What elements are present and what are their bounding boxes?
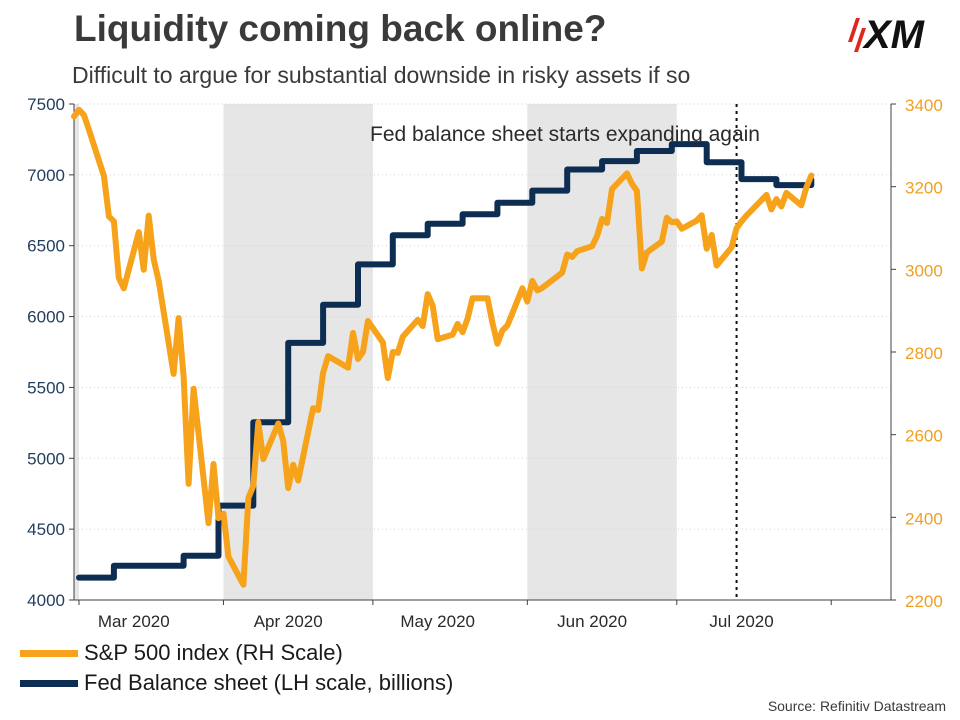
x-tick-label: Jun 2020 — [557, 612, 627, 631]
left-tick-label: 4000 — [27, 591, 65, 610]
shaded-band — [527, 104, 677, 600]
legend-swatch-fed — [20, 679, 78, 687]
left-tick-label: 6000 — [27, 308, 65, 327]
x-tick-label: Mar 2020 — [98, 612, 170, 631]
right-tick-label: 2600 — [905, 427, 943, 446]
legend-swatch-sp500 — [20, 649, 78, 657]
x-tick-label: Jul 2020 — [709, 612, 773, 631]
right-tick-label: 2800 — [905, 344, 943, 363]
logo-red-stripe-2 — [854, 28, 866, 52]
left-tick-label: 5500 — [27, 378, 65, 397]
legend-label-fed: Fed Balance sheet (LH scale, billions) — [84, 670, 454, 695]
right-tick-label: 3200 — [905, 179, 943, 198]
left-tick-label: 6500 — [27, 237, 65, 256]
legend-item-fed: Fed Balance sheet (LH scale, billions) — [20, 668, 453, 698]
chart-subtitle: Difficult to argue for substantial downs… — [72, 62, 691, 88]
right-tick-label: 2400 — [905, 509, 943, 528]
chart-title: Liquidity coming back online? — [74, 8, 607, 49]
sp500-line — [71, 106, 815, 588]
logo-text: XM — [862, 13, 926, 56]
right-tick-label: 3000 — [905, 261, 943, 280]
shaded-band — [74, 104, 79, 600]
legend: S&P 500 index (RH Scale) Fed Balance she… — [20, 638, 453, 698]
x-tick-label: May 2020 — [400, 612, 475, 631]
fed-balance-line — [76, 141, 815, 581]
logo-red-stripe — [848, 18, 860, 42]
left-tick-label: 7000 — [27, 166, 65, 185]
right-tick-label: 2200 — [905, 592, 943, 611]
left-tick-label: 5000 — [27, 449, 65, 468]
right-tick-label: 3400 — [905, 96, 943, 115]
source-note: Source: Refinitiv Datastream — [767, 698, 946, 714]
left-tick-label: 7500 — [27, 95, 65, 114]
annotation-text: Fed balance sheet starts expanding again — [370, 123, 760, 146]
xm-logo: XM — [848, 13, 926, 56]
legend-item-sp500: S&P 500 index (RH Scale) — [20, 638, 453, 668]
legend-label-sp500: S&P 500 index (RH Scale) — [84, 640, 343, 665]
left-tick-label: 4500 — [27, 520, 65, 539]
x-tick-label: Apr 2020 — [254, 612, 323, 631]
